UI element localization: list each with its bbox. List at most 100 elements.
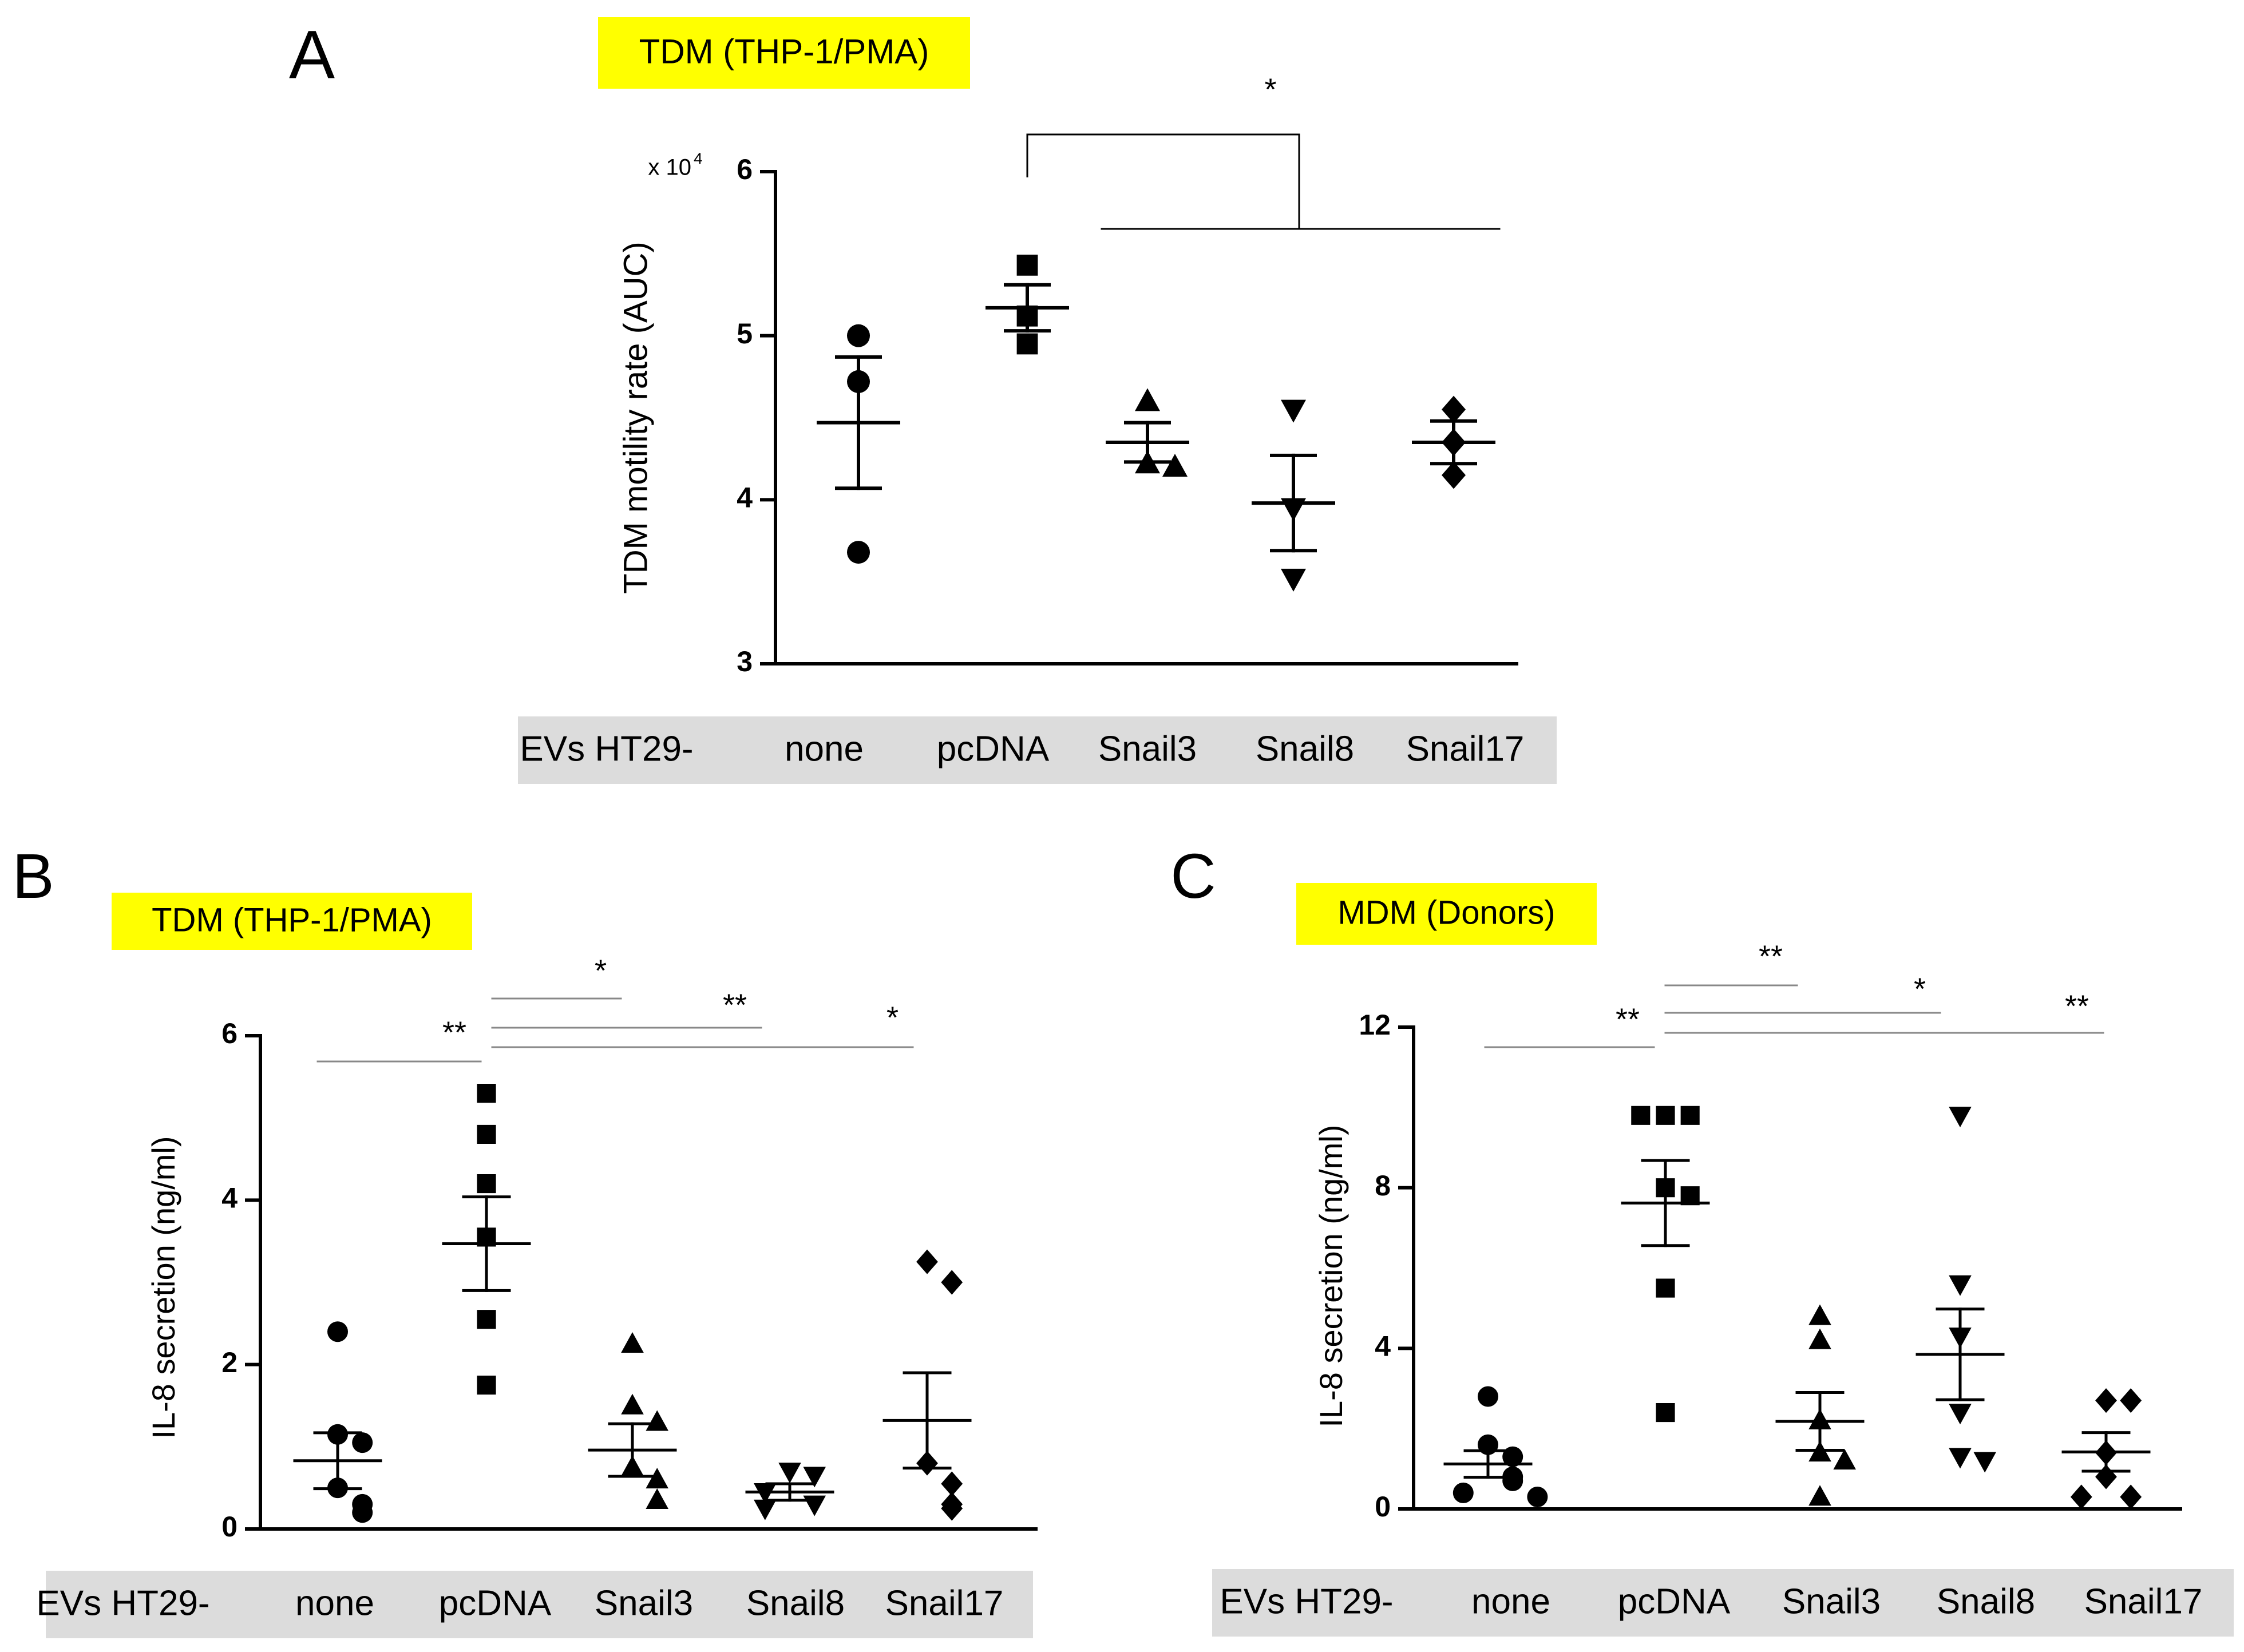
data-point-snail17 [2120, 1484, 2142, 1510]
data-point-snail3 [646, 1410, 668, 1431]
data-point-snail3 [621, 1393, 644, 1415]
category-label-snail8: Snail8 [746, 1583, 845, 1623]
category-label-snail17: Snail17 [2084, 1582, 2203, 1621]
data-point-pcdna [477, 1084, 496, 1103]
data-point-snail8 [1281, 568, 1306, 592]
data-point-snail3 [1808, 1304, 1831, 1325]
data-point-pcdna [1016, 255, 1038, 276]
category-label-snail3: Snail3 [1782, 1582, 1881, 1621]
panel-b: B TDM (THP-1/PMA) 0 2 4 6 IL-8 secretion (ng/m… [12, 841, 1038, 1638]
category-label-none: none [295, 1583, 374, 1623]
y-tick-label: 5 [737, 318, 753, 350]
data-point-snail3 [1135, 388, 1160, 411]
significance-label: * [886, 1000, 899, 1035]
data-point-none [352, 1502, 373, 1523]
title-highlight [598, 17, 970, 89]
data-point-snail3 [1162, 454, 1188, 477]
panel-letter: C [1170, 841, 1216, 912]
data-point-pcdna [1656, 1278, 1675, 1298]
title-highlight [1296, 883, 1597, 945]
y-tick-label: 12 [1359, 1009, 1391, 1041]
category-label-pcdna: pcDNA [439, 1583, 552, 1623]
y-tick-label: 0 [1375, 1491, 1391, 1523]
data-point-snail17 [1442, 461, 1466, 489]
data-point-none [1502, 1470, 1523, 1491]
data-point-snail8 [1949, 1448, 1972, 1469]
category-label-snail3: Snail3 [595, 1583, 693, 1623]
category-band-label: EVs HT29- [36, 1583, 209, 1623]
y-axis-label: IL-8 secretion (ng/ml) [145, 1136, 181, 1439]
y-tick-label: 4 [1375, 1330, 1391, 1362]
data-point-pcdna [1656, 1106, 1675, 1125]
data-point-snail3 [1808, 1485, 1831, 1506]
data-point-pcdna [1680, 1106, 1700, 1125]
data-point-snail17 [941, 1496, 963, 1521]
panel-letter: A [289, 17, 335, 93]
data-point-pcdna [477, 1310, 496, 1329]
category-label-none: none [785, 729, 864, 768]
significance-label: ** [1759, 939, 1783, 973]
data-point-snail17 [2095, 1388, 2117, 1413]
category-label-pcdna: pcDNA [1618, 1582, 1731, 1621]
category-label-pcdna: pcDNA [937, 729, 1050, 768]
data-point-pcdna [1656, 1403, 1675, 1423]
significance-label: ** [2065, 989, 2089, 1023]
data-point-none [1527, 1486, 1548, 1507]
y-multiplier-exponent: 4 [694, 149, 703, 167]
category-band [46, 1571, 1033, 1638]
category-band-label: EVs HT29- [1220, 1582, 1393, 1621]
data-point-snail8 [1281, 399, 1306, 423]
y-axis-label: IL-8 secretion (ng/ml) [1313, 1124, 1349, 1427]
y-multiplier: x 10 [648, 155, 691, 180]
y-tick-label: 3 [737, 645, 753, 678]
category-band [1212, 1569, 2234, 1637]
data-point-snail3 [646, 1488, 668, 1510]
panel-letter: B [12, 841, 54, 912]
data-point-snail17 [916, 1249, 938, 1274]
significance-bracket [1026, 133, 1300, 229]
data-point-snail17 [941, 1270, 963, 1295]
panel-c: C MDM (Donors) 0 4 8 12 IL-8 secretion (ng/ml)… [1170, 841, 2234, 1637]
data-point-snail3 [646, 1468, 668, 1489]
data-point-snail8 [1949, 1107, 1972, 1128]
category-label-snail3: Snail3 [1098, 729, 1197, 768]
y-tick-label: 4 [737, 482, 753, 514]
category-label-none: none [1471, 1582, 1550, 1621]
data-point-snail8 [1973, 1452, 1996, 1473]
category-label-snail17: Snail17 [885, 1583, 1004, 1623]
data-point-none [327, 1321, 348, 1342]
category-label-snail8: Snail8 [1256, 729, 1354, 768]
significance-label: * [595, 953, 607, 988]
significance-label: ** [1616, 1002, 1640, 1036]
y-tick-label: 0 [221, 1511, 238, 1543]
data-point-pcdna [1680, 1186, 1700, 1206]
data-point-none [1453, 1482, 1474, 1503]
significance-label: ** [723, 988, 747, 1022]
category-label-snail8: Snail8 [1937, 1582, 2035, 1621]
y-tick-label: 6 [737, 153, 753, 185]
data-point-snail8 [803, 1467, 826, 1488]
data-point-snail17 [2070, 1484, 2092, 1510]
data-point-none [847, 541, 870, 564]
data-point-pcdna [477, 1124, 496, 1144]
panel-a: A TDM (THP-1/PMA) 3 4 5 6 TDM motility rate (A… [289, 17, 1557, 784]
category-band [518, 716, 1557, 784]
y-tick-label: 6 [221, 1017, 238, 1049]
panel-title: MDM (Donors) [1337, 894, 1555, 931]
y-tick-label: 8 [1375, 1170, 1391, 1202]
data-point-snail3 [621, 1332, 644, 1353]
data-point-snail3 [1808, 1328, 1831, 1349]
data-point-pcdna [1016, 333, 1038, 355]
category-band-label: EVs HT29- [520, 729, 693, 768]
data-point-snail8 [778, 1463, 801, 1484]
panel-title: TDM (THP-1/PMA) [639, 32, 929, 70]
data-point-none [1478, 1386, 1498, 1407]
data-point-pcdna [1631, 1106, 1651, 1125]
data-point-snail8 [1949, 1275, 1972, 1296]
data-point-snail17 [941, 1471, 963, 1496]
data-point-snail8 [754, 1483, 777, 1504]
data-point-snail17 [1442, 395, 1466, 423]
panel-title: TDM (THP-1/PMA) [152, 901, 432, 938]
data-point-pcdna [477, 1376, 496, 1395]
data-point-none [847, 324, 870, 347]
